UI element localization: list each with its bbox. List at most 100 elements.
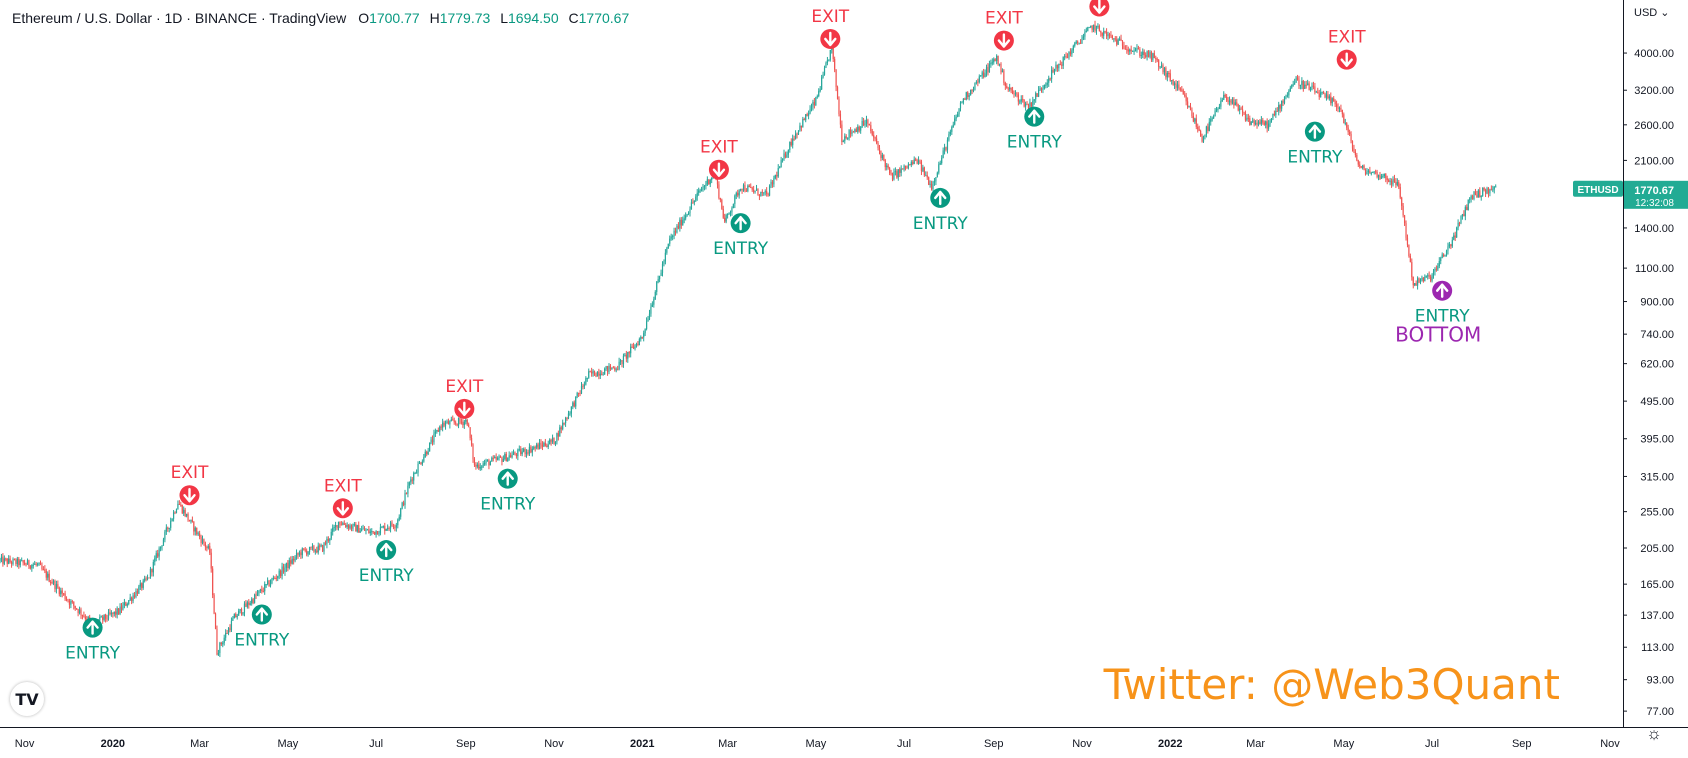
- candle-body: [1188, 106, 1190, 108]
- candle-body: [1045, 84, 1047, 86]
- candle-body: [264, 584, 266, 592]
- candle-body: [1049, 78, 1051, 80]
- candle-body: [404, 493, 406, 505]
- candle-body: [1119, 38, 1121, 40]
- candle-body: [109, 612, 111, 615]
- candle-body: [78, 609, 81, 614]
- candle-body: [1311, 85, 1313, 88]
- candle-body: [324, 543, 327, 545]
- candle-body: [319, 545, 321, 547]
- y-tick-label: 395.00: [1640, 434, 1674, 446]
- arrow-down-icon: [1340, 52, 1353, 67]
- candle-body: [970, 89, 972, 96]
- candle-body: [272, 577, 274, 579]
- time-axis[interactable]: [0, 728, 1688, 753]
- candle-body: [168, 527, 170, 529]
- candle-body: [1363, 165, 1365, 171]
- candle-body: [951, 126, 953, 132]
- candle-body: [1201, 136, 1203, 142]
- candle-body: [19, 560, 21, 566]
- candle-body: [1396, 182, 1398, 185]
- candle-body: [1218, 106, 1221, 109]
- candle-body: [174, 512, 176, 514]
- candle-body: [475, 464, 477, 467]
- candle-body: [161, 545, 163, 547]
- symbol-tag-label: ETHUSD: [1577, 185, 1618, 196]
- candle-body: [334, 524, 337, 528]
- candle-body: [300, 552, 302, 556]
- candle-body: [236, 615, 238, 618]
- candle-body: [582, 385, 584, 387]
- candle-body: [148, 577, 150, 579]
- candle-body: [158, 548, 160, 557]
- candle-body: [1194, 118, 1196, 122]
- tradingview-logo[interactable]: TV: [10, 682, 44, 716]
- candle-body: [1458, 222, 1461, 224]
- candle-body: [1010, 87, 1012, 91]
- candle-body: [290, 560, 292, 564]
- candle-body: [1033, 99, 1035, 101]
- price-axis[interactable]: [1624, 0, 1688, 727]
- arrow-up-icon: [86, 620, 99, 635]
- symbol-title[interactable]: Ethereum / U.S. Dollar · 1D · BINANCE · …: [12, 10, 347, 26]
- candle-body: [1074, 43, 1076, 46]
- entry-label: ENTRY: [913, 214, 969, 234]
- candle-body: [348, 525, 350, 529]
- arrow-down-icon: [336, 501, 350, 516]
- candle-body: [310, 546, 312, 548]
- candle-body: [1362, 165, 1364, 168]
- candle-body: [285, 562, 288, 568]
- candle-body: [376, 531, 379, 535]
- candle-body: [971, 89, 973, 91]
- candle-body: [755, 188, 758, 191]
- candle-body: [1048, 78, 1050, 83]
- candle-body: [1039, 88, 1041, 91]
- candle-body: [1120, 38, 1122, 42]
- candle-body: [1101, 32, 1103, 36]
- candle-body: [929, 183, 931, 185]
- candle-body: [993, 59, 995, 63]
- candle-body: [411, 479, 413, 481]
- candle-body: [183, 509, 185, 514]
- candle-body: [645, 321, 648, 329]
- candle-body: [1257, 121, 1260, 125]
- candle-body: [1328, 96, 1330, 99]
- y-tick-label: 255.00: [1640, 507, 1674, 519]
- candle-body: [672, 235, 674, 237]
- candle-body: [297, 553, 299, 555]
- candle-body: [1451, 239, 1453, 247]
- candle-body: [437, 430, 439, 432]
- candle-body: [1204, 134, 1206, 137]
- candle-body: [520, 449, 522, 455]
- candle-body: [304, 549, 306, 551]
- currency-selector[interactable]: USD ⌄: [1634, 6, 1670, 19]
- candle-body: [1172, 80, 1174, 85]
- candle-body: [829, 49, 831, 60]
- candle-body: [834, 58, 836, 70]
- candle-body: [402, 502, 405, 505]
- candle-body: [326, 538, 328, 545]
- exit-label: EXIT: [1328, 28, 1366, 48]
- gear-icon[interactable]: ☼: [1646, 724, 1662, 743]
- candle-body: [938, 164, 940, 173]
- candle-body: [1198, 129, 1200, 131]
- candle-body: [1092, 24, 1095, 30]
- candle-body: [238, 610, 240, 616]
- candle-body: [925, 175, 927, 177]
- candle-body: [617, 369, 619, 371]
- candle-body: [99, 616, 101, 621]
- candle-body: [1467, 199, 1469, 211]
- candle-body: [278, 570, 280, 577]
- candle-body: [294, 556, 296, 561]
- arrow-up-icon: [1028, 109, 1041, 124]
- candle-body: [1340, 108, 1342, 110]
- candle-body: [821, 77, 823, 90]
- candle-body: [556, 433, 558, 442]
- candle-body: [1152, 53, 1154, 60]
- candle-body: [792, 138, 794, 146]
- candle-body: [1030, 102, 1032, 107]
- candle-body: [1438, 261, 1440, 267]
- candle-body: [557, 433, 559, 437]
